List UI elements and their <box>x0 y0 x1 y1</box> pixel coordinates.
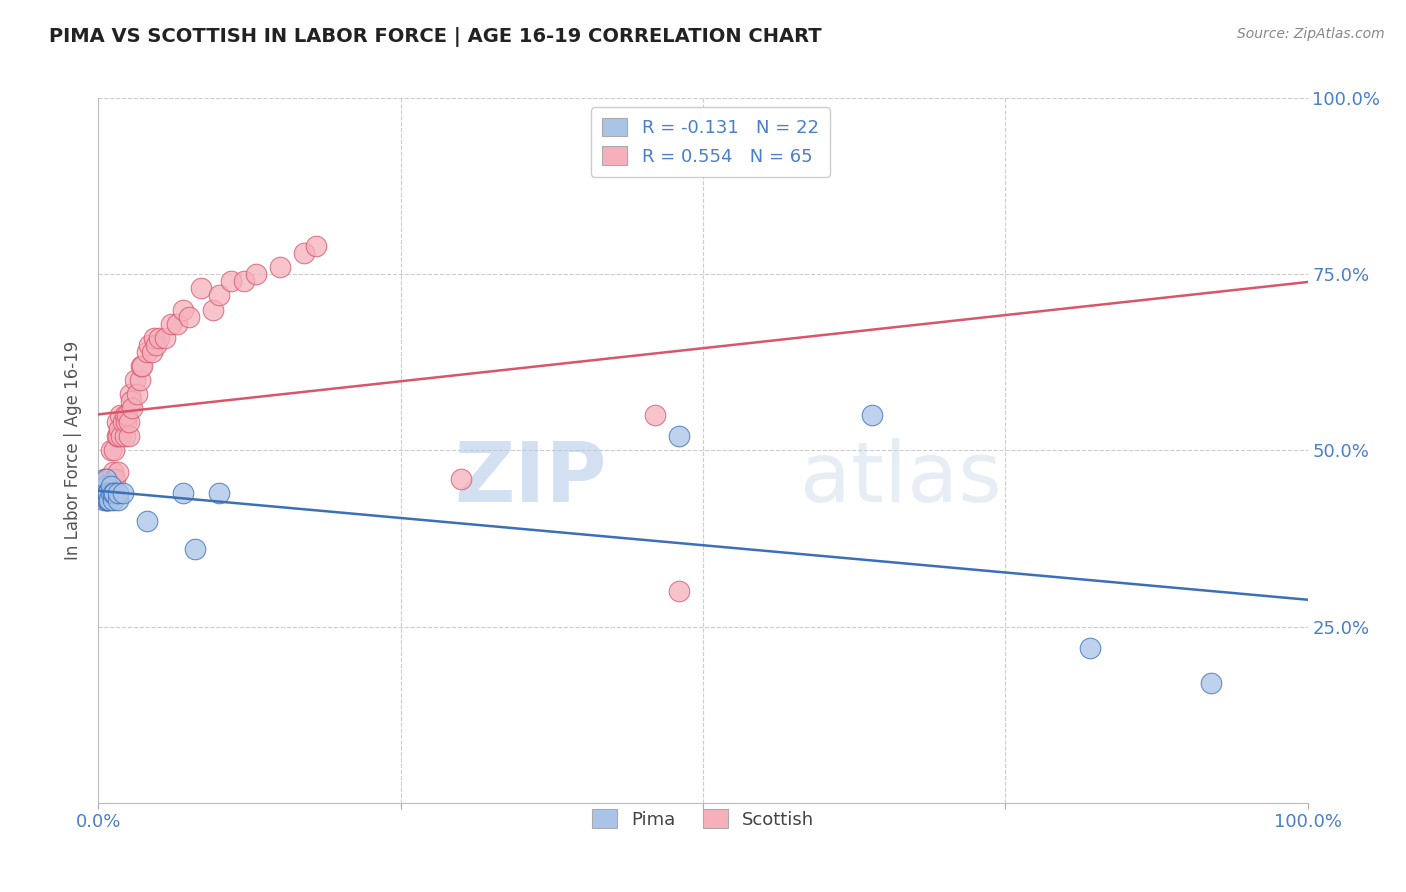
Point <box>143 331 166 345</box>
Point <box>93 478 115 492</box>
Point <box>668 584 690 599</box>
Point <box>93 485 115 500</box>
Point <box>94 485 117 500</box>
Point <box>221 274 243 288</box>
Point <box>100 485 122 500</box>
Point <box>184 542 207 557</box>
Point <box>97 485 120 500</box>
Text: ZIP: ZIP <box>454 438 606 519</box>
Point <box>172 485 194 500</box>
Point <box>668 429 690 443</box>
Point <box>128 373 150 387</box>
Point <box>190 281 212 295</box>
Point <box>118 415 141 429</box>
Point <box>208 485 231 500</box>
Point <box>129 359 152 373</box>
Point <box>135 344 157 359</box>
Point <box>202 302 225 317</box>
Point <box>114 429 136 443</box>
Point <box>100 485 122 500</box>
Point <box>93 492 115 507</box>
Point <box>117 408 139 422</box>
Point <box>120 394 142 409</box>
Point <box>107 465 129 479</box>
Point <box>96 478 118 492</box>
Point <box>98 478 121 492</box>
Point <box>96 492 118 507</box>
Point <box>96 492 118 507</box>
Point <box>166 317 188 331</box>
Text: PIMA VS SCOTTISH IN LABOR FORCE | AGE 16-19 CORRELATION CHART: PIMA VS SCOTTISH IN LABOR FORCE | AGE 16… <box>49 27 823 46</box>
Point <box>94 492 117 507</box>
Point <box>124 373 146 387</box>
Point <box>98 492 121 507</box>
Point <box>107 492 129 507</box>
Point <box>153 331 176 345</box>
Point <box>141 344 163 359</box>
Point <box>118 429 141 443</box>
Point <box>103 443 125 458</box>
Point <box>100 478 122 492</box>
Point <box>860 408 883 422</box>
Point <box>305 239 328 253</box>
Point <box>111 415 134 429</box>
Point <box>110 429 132 443</box>
Point <box>292 246 315 260</box>
Point <box>93 485 115 500</box>
Point <box>111 485 134 500</box>
Point <box>135 514 157 528</box>
Point <box>100 485 122 500</box>
Point <box>644 408 666 422</box>
Point <box>245 268 267 282</box>
Point <box>1199 676 1222 690</box>
Point <box>101 472 124 486</box>
Point <box>148 331 170 345</box>
Legend: Pima, Scottish: Pima, Scottish <box>585 802 821 836</box>
Point <box>97 492 120 507</box>
Point <box>108 422 131 436</box>
Point <box>115 415 138 429</box>
Text: Source: ZipAtlas.com: Source: ZipAtlas.com <box>1237 27 1385 41</box>
Point <box>105 429 128 443</box>
Point <box>107 429 129 443</box>
Point <box>145 338 167 352</box>
Point <box>107 485 129 500</box>
Point <box>114 408 136 422</box>
Point <box>93 485 115 500</box>
Point <box>94 478 117 492</box>
Point <box>103 485 125 500</box>
Point <box>172 302 194 317</box>
Point <box>101 492 124 507</box>
Point <box>97 472 120 486</box>
Point <box>208 288 231 302</box>
Point <box>93 472 115 486</box>
Point <box>98 485 121 500</box>
Point <box>105 415 128 429</box>
Point <box>100 478 122 492</box>
Point <box>118 387 141 401</box>
Point <box>101 485 124 500</box>
Point <box>179 310 201 324</box>
Point <box>1078 640 1101 655</box>
Text: atlas: atlas <box>800 438 1001 519</box>
Point <box>138 338 160 352</box>
Point <box>121 401 143 416</box>
Point <box>450 472 472 486</box>
Point <box>160 317 183 331</box>
Point <box>96 485 118 500</box>
Point <box>108 408 131 422</box>
Point <box>127 387 149 401</box>
Point <box>101 465 124 479</box>
Point <box>100 443 122 458</box>
Point <box>94 472 117 486</box>
Point <box>131 359 153 373</box>
Point <box>97 485 120 500</box>
Point <box>104 472 127 486</box>
Point <box>269 260 291 275</box>
Y-axis label: In Labor Force | Age 16-19: In Labor Force | Age 16-19 <box>65 341 83 560</box>
Point <box>232 274 254 288</box>
Point <box>96 485 118 500</box>
